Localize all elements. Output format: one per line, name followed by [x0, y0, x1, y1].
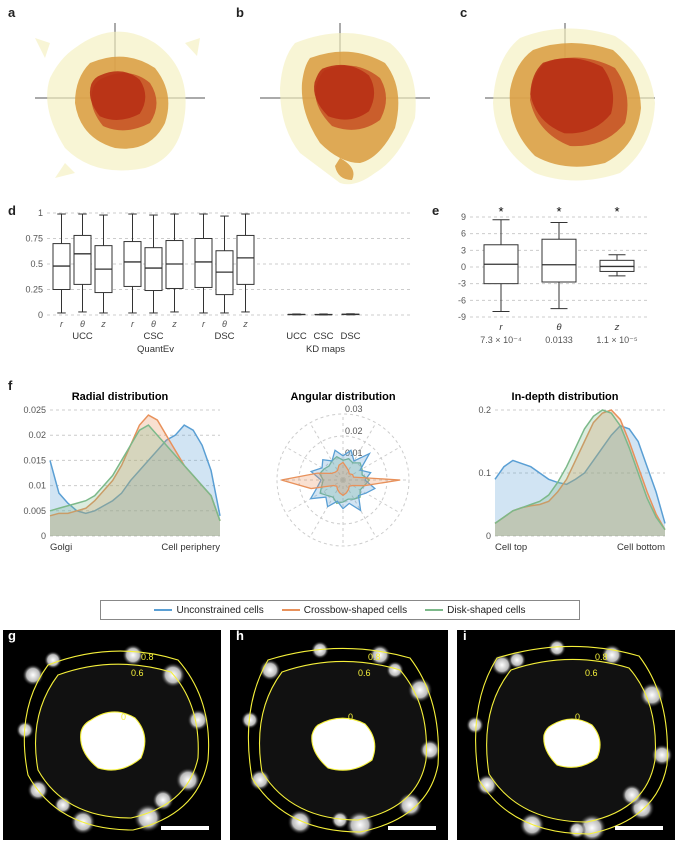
svg-text:0.25: 0.25 — [25, 285, 43, 295]
svg-text:0: 0 — [486, 531, 491, 541]
depth-chart: In-depth distribution 0 0.1 0.2 Cell top Cell… — [460, 388, 670, 558]
panel-label-e: e — [432, 203, 439, 218]
boxplot-d-svg: 0 0.25 0.5 0.75 1 r θ z UCC r θ z CSC r θ z DSC QuantEv UC… — [15, 205, 415, 365]
svg-text:0.6: 0.6 — [585, 668, 598, 678]
svg-text:θ: θ — [556, 322, 562, 333]
svg-text:Cell bottom: Cell bottom — [617, 542, 665, 553]
svg-text:0: 0 — [575, 712, 580, 722]
svg-text:0.8: 0.8 — [595, 652, 608, 662]
legend-item-disk: Disk-shaped cells — [425, 605, 525, 616]
svg-text:0.1: 0.1 — [478, 468, 491, 478]
boxplot-e-svg: -9 -6 -3 0 3 6 9 * r 7.3 × 10⁻⁴ * θ 0.0133 * z 1.1 × 10… — [440, 205, 660, 365]
svg-text:QuantEv: QuantEv — [137, 344, 174, 355]
svg-text:0: 0 — [348, 712, 353, 722]
svg-text:z: z — [614, 322, 620, 333]
svg-text:CSC: CSC — [143, 331, 163, 342]
svg-text:z: z — [171, 319, 177, 329]
svg-text:UCC: UCC — [286, 331, 307, 342]
svg-text:0.02: 0.02 — [28, 430, 46, 440]
svg-text:3: 3 — [461, 245, 466, 255]
svg-text:1.1 × 10⁻⁵: 1.1 × 10⁻⁵ — [596, 335, 638, 345]
panel-label-i: i — [463, 628, 467, 643]
svg-text:0.2: 0.2 — [478, 405, 491, 415]
svg-text:*: * — [614, 205, 619, 219]
svg-text:r: r — [499, 322, 503, 333]
svg-text:*: * — [498, 205, 503, 219]
svg-text:1: 1 — [38, 208, 43, 218]
svg-text:0.75: 0.75 — [25, 234, 43, 244]
legend-item-crossbow: Crossbow-shaped cells — [282, 605, 407, 616]
svg-text:DSC: DSC — [214, 331, 234, 342]
panel-label-g: g — [8, 628, 16, 643]
svg-text:r: r — [60, 319, 64, 329]
svg-text:9: 9 — [461, 212, 466, 222]
micrograph-h: 0 0.6 0.8 — [230, 630, 448, 840]
legend-label: Disk-shaped cells — [447, 605, 525, 616]
heatmap-b — [240, 8, 440, 188]
legend-swatch — [282, 609, 300, 611]
svg-text:-9: -9 — [458, 312, 466, 322]
legend-label: Crossbow-shaped cells — [304, 605, 407, 616]
svg-text:0: 0 — [38, 310, 43, 320]
svg-text:r: r — [202, 319, 206, 329]
heatmap-a — [15, 8, 215, 188]
svg-text:Golgi: Golgi — [50, 542, 72, 553]
heatmap-c — [465, 8, 665, 188]
svg-text:7.3 × 10⁻⁴: 7.3 × 10⁻⁴ — [480, 335, 522, 345]
svg-text:6: 6 — [461, 229, 466, 239]
svg-text:CSC: CSC — [313, 331, 333, 342]
legend-label: Unconstrained cells — [176, 605, 263, 616]
svg-text:0.0133: 0.0133 — [545, 335, 573, 345]
svg-text:0.6: 0.6 — [358, 668, 371, 678]
svg-text:0.03: 0.03 — [345, 404, 363, 414]
svg-text:0: 0 — [121, 712, 126, 722]
svg-text:r: r — [131, 319, 135, 329]
svg-text:θ: θ — [151, 319, 156, 329]
legend: Unconstrained cells Crossbow-shaped cells… — [100, 600, 580, 620]
svg-text:0.01: 0.01 — [28, 481, 46, 491]
svg-text:-6: -6 — [458, 295, 466, 305]
svg-text:z: z — [242, 319, 248, 329]
svg-text:0.025: 0.025 — [23, 405, 46, 415]
legend-item-unconstrained: Unconstrained cells — [154, 605, 263, 616]
svg-text:0.015: 0.015 — [23, 455, 46, 465]
micrograph-i: 0 0.6 0.8 — [457, 630, 675, 840]
svg-text:0.8: 0.8 — [141, 652, 154, 662]
svg-text:Cell periphery: Cell periphery — [161, 542, 220, 553]
boxplot-panel-d: 0 0.25 0.5 0.75 1 r θ z UCC r θ z CSC r θ z DSC QuantEv UC… — [15, 205, 415, 365]
svg-text:0.02: 0.02 — [345, 426, 363, 436]
svg-text:Cell top: Cell top — [495, 542, 527, 553]
micrograph-row: 0 0.6 0.8 0 0.6 0.8 0 0.6 0.8 — [0, 630, 679, 845]
boxplot-panel-e: -9 -6 -3 0 3 6 9 * r 7.3 × 10⁻⁴ * θ 0.0133 * z 1.1 × 10… — [440, 205, 660, 365]
svg-text:z: z — [100, 319, 106, 329]
svg-text:0.005: 0.005 — [23, 506, 46, 516]
svg-text:0: 0 — [461, 262, 466, 272]
svg-text:UCC: UCC — [72, 331, 93, 342]
radial-chart: Radial distribution 0 0.005 0.01 0.015 0.02 0.… — [15, 388, 225, 558]
svg-text:0.5: 0.5 — [30, 259, 43, 269]
svg-text:KD maps: KD maps — [306, 344, 345, 355]
svg-text:0.6: 0.6 — [131, 668, 144, 678]
svg-text:0: 0 — [41, 531, 46, 541]
svg-text:Radial distribution: Radial distribution — [72, 391, 169, 403]
svg-text:0.8: 0.8 — [368, 652, 381, 662]
svg-text:θ: θ — [80, 319, 85, 329]
heatmap-row — [0, 8, 679, 198]
svg-text:DSC: DSC — [340, 331, 360, 342]
angular-chart: Angular distribution0.010.020.03 — [238, 388, 448, 558]
svg-text:In-depth distribution: In-depth distribution — [512, 391, 619, 403]
svg-text:Angular distribution: Angular distribution — [290, 391, 395, 403]
distribution-row: Radial distribution 0 0.005 0.01 0.015 0.02 0.… — [0, 380, 679, 610]
panel-label-h: h — [236, 628, 244, 643]
svg-text:-3: -3 — [458, 279, 466, 289]
svg-text:θ: θ — [222, 319, 227, 329]
svg-text:*: * — [556, 205, 561, 219]
legend-swatch — [154, 609, 172, 611]
micrograph-g: 0 0.6 0.8 — [3, 630, 221, 840]
legend-swatch — [425, 609, 443, 611]
